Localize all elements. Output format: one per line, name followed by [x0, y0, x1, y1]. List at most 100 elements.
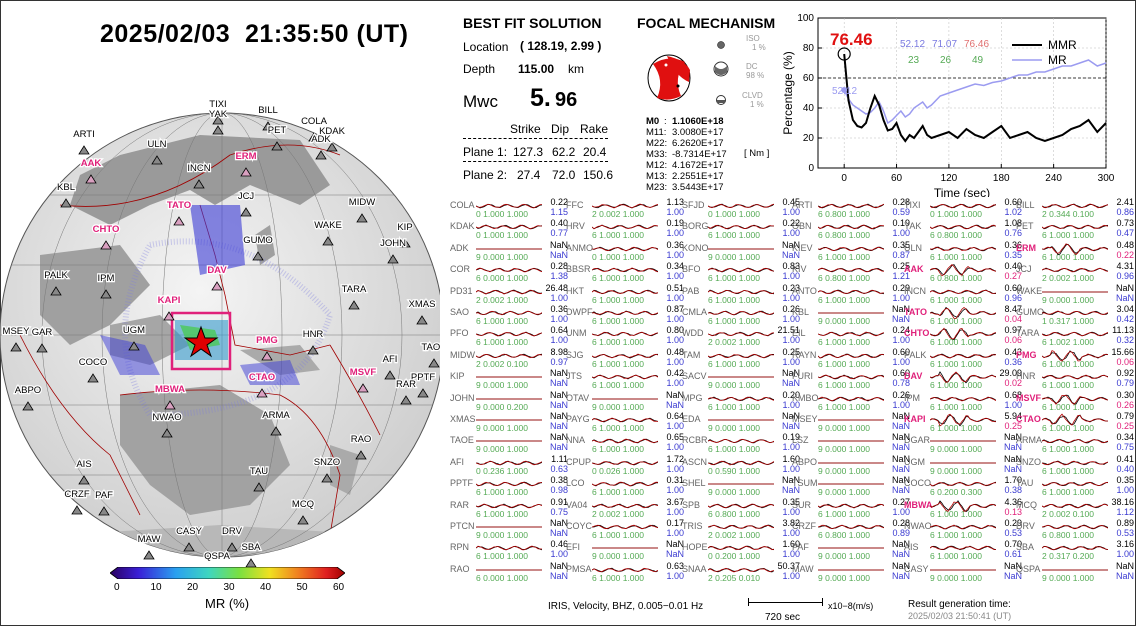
amplitude-value: 1.60: [782, 539, 800, 550]
synthetic-trace: [708, 332, 774, 337]
waveform-trace: [708, 353, 774, 359]
dip-header: Dip: [551, 122, 570, 136]
station-triangle-icon: [161, 428, 173, 438]
station-code: RAYN: [792, 349, 817, 360]
synthetic-trace: [930, 481, 996, 487]
weight-values: 9 0.000 0.200: [476, 401, 528, 412]
waveform-cell: BILL 2.41 0.86 2 0.344 0.100: [1016, 197, 1134, 220]
weight-values: 6 1.000 1.000: [1042, 358, 1094, 369]
station-triangle-icon: [87, 373, 99, 383]
station-label: CASY: [176, 526, 203, 537]
waveform-trace: [476, 503, 542, 508]
variance-value: 1.00: [550, 314, 568, 324]
waveform-cell: HKT 0.51 1.00 6 1.000 1.000: [566, 283, 684, 306]
variance-value: 1.00: [666, 249, 684, 260]
station-code: PD31: [450, 285, 473, 296]
station-code: RCBR: [682, 435, 708, 446]
mwc-label: Mwc: [463, 92, 498, 111]
waveform-cell: FURI 0.60 0.78 6 1.000 1.000: [792, 368, 910, 391]
waveform-trace: [592, 417, 658, 423]
synthetic-trace: [1042, 310, 1108, 316]
amplitude-value: 0.22: [550, 197, 568, 207]
amplitude-value: 0.64: [550, 325, 568, 336]
station-triangle-icon: [357, 383, 369, 393]
stations-layer: TIXI BILL YAK COLA PET KDAK ARTI ULN ADK AAK ERM IN…: [1, 98, 448, 577]
station-code: UNM: [566, 328, 587, 339]
waveform-trace: [1042, 394, 1108, 405]
waveform-cell: KIEV 0.35 0.87 6 1.000 1.000: [792, 240, 910, 263]
x-tick-label: 120: [941, 173, 958, 184]
weight-values: 6 1.000 1.000: [592, 444, 644, 455]
waveform-trace: [592, 289, 658, 294]
station-code: CASY: [904, 563, 929, 574]
variance-value: NaN: [781, 421, 800, 431]
weight-values: 9 0.000 1.000: [818, 465, 870, 476]
synthetic-trace: [930, 328, 996, 340]
station-label: ADK: [311, 134, 331, 145]
waveform-trace: [592, 225, 658, 230]
amplitude-value: 0.45: [782, 197, 800, 207]
station-code: PAB: [682, 285, 700, 296]
peak-marker: [837, 47, 851, 61]
station-triangle-icon: [356, 213, 368, 223]
synthetic-trace: [592, 203, 658, 209]
waveform-trace: [708, 483, 774, 485]
amplitude-value: NaN: [549, 239, 568, 250]
generation-label: Result generation time:: [908, 599, 1011, 610]
synthetic-trace: [476, 353, 542, 358]
variance-value: 1.00: [782, 228, 800, 239]
weight-values: 0 1.000 1.000: [592, 251, 644, 262]
amplitude-value: NaN: [549, 411, 568, 421]
variance-value: NaN: [549, 442, 568, 453]
station-code: HNR: [1016, 371, 1036, 382]
variance-value: NaN: [549, 570, 568, 581]
variance-value: 1.00: [892, 399, 910, 410]
station-code: SBA: [1016, 542, 1035, 553]
weight-values: 2 0.002 1.000: [592, 209, 644, 219]
synthetic-trace: [592, 439, 658, 444]
station-label: PAF: [95, 490, 113, 501]
waveform-trace: [476, 310, 542, 316]
weight-values: 6 1.000 1.000: [708, 316, 760, 326]
amplitude-value: 0.42: [666, 368, 684, 379]
synthetic-trace: [930, 396, 996, 401]
amplitude-value: 0.25: [892, 261, 910, 272]
station-label: TAOE: [421, 342, 440, 353]
amplitude-value: 0.83: [782, 261, 800, 272]
weight-values: 2 0.002 1.000: [592, 508, 644, 519]
station-label: GUMO: [243, 235, 273, 246]
station-code: KONO: [682, 242, 709, 253]
station-code: BBSR: [566, 264, 591, 275]
x-tick-label: 240: [1045, 173, 1062, 184]
weight-values: 9 0.000 1.000: [476, 530, 528, 540]
waveform-cell: MBWA 4.36 0.13 6 1.000 1.000: [904, 497, 1022, 520]
station-code: PFO: [450, 328, 469, 339]
station-code: ARTI: [792, 200, 813, 210]
waveform-trace: [818, 396, 884, 401]
colorbar-tick: 10: [150, 582, 162, 593]
amplitude-value: 0.97: [1004, 325, 1022, 336]
waveform-cell: AAK 0.40 0.27 6 0.800 1.000: [904, 261, 1022, 284]
waveform-cell: QSPA NaN NaN 9 0.000 1.000: [1016, 561, 1134, 584]
top-value-2: 23: [908, 55, 920, 66]
station-label: MCQ: [292, 499, 314, 510]
variance-value: 1.00: [666, 506, 684, 517]
y-tick-label: 60: [803, 73, 815, 84]
station-code: HRV: [566, 221, 585, 232]
synthetic-trace: [592, 332, 658, 337]
depth-label: Depth: [463, 62, 496, 76]
iso-label: ISO: [746, 34, 760, 43]
variance-value: 1.12: [1116, 506, 1134, 517]
waveform-trace: [708, 524, 774, 530]
event-time-title: 2025/02/03 21:35:50 (UT): [100, 20, 409, 48]
station-code: VA04: [566, 499, 588, 510]
amplitude-value: NaN: [891, 411, 910, 421]
variance-value: 1.00: [892, 228, 910, 239]
waveform-trace: [592, 524, 658, 530]
amplitude-value: 0.28: [892, 518, 910, 528]
y-tick-label: 0: [808, 163, 814, 174]
station-code: OBN: [792, 221, 812, 232]
waveform-trace: [1042, 546, 1108, 551]
station-label: SNZO: [314, 457, 340, 468]
top-value-2: 26: [940, 55, 952, 66]
